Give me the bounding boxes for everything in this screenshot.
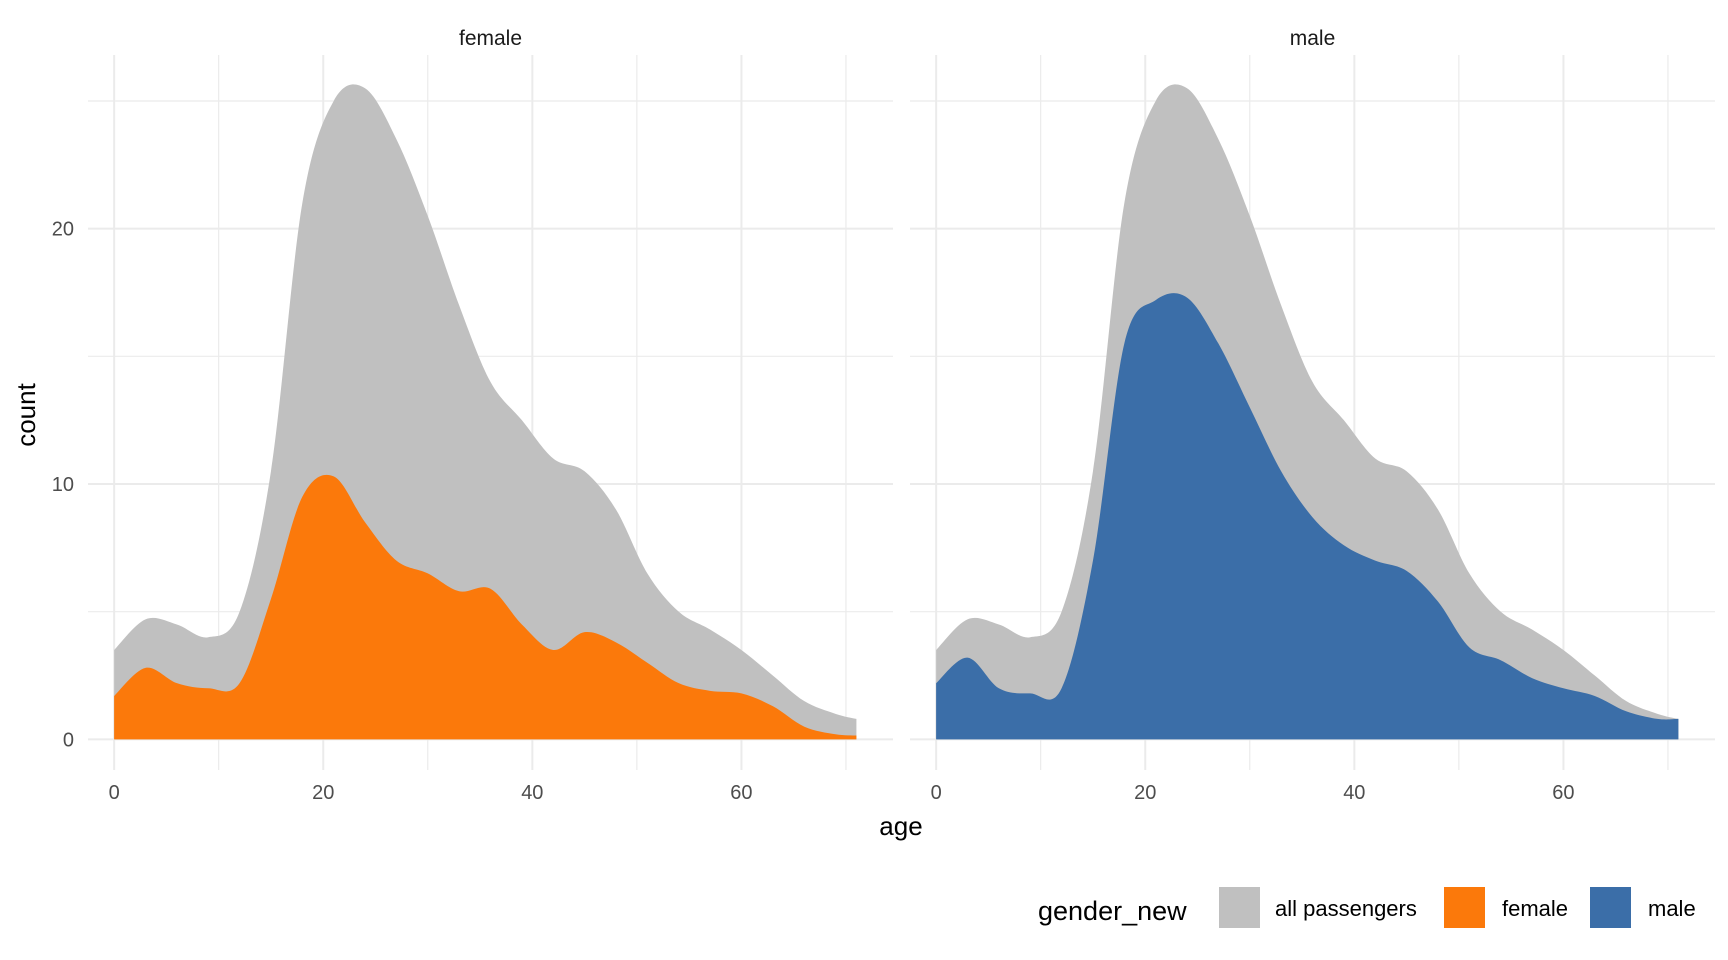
y-tick-label: 10	[52, 474, 74, 496]
x-tick-label: 40	[521, 782, 543, 804]
legend-key-female	[1444, 887, 1485, 928]
legend-label: female	[1502, 896, 1568, 921]
legend-label: all passengers	[1275, 896, 1417, 921]
x-axis-title: age	[879, 811, 922, 841]
panel-female: female 0 20 40 60 0 10 20	[52, 27, 893, 804]
x-tick-label: 40	[1343, 782, 1365, 804]
x-tick-label: 0	[931, 782, 942, 804]
x-tick-label: 0	[109, 782, 120, 804]
facet-strip-label: male	[1290, 27, 1336, 50]
area-male-male	[936, 293, 1679, 740]
area-female-female	[114, 474, 857, 740]
y-axis-title: count	[11, 382, 41, 446]
legend: gender_new all passengers female male	[1038, 887, 1696, 928]
x-tick-label: 60	[730, 782, 752, 804]
panels-layer: female 0 20 40 60 0 10 20 male 0 20 40 60	[52, 27, 1715, 804]
legend-label: male	[1648, 896, 1696, 921]
x-tick-label: 20	[312, 782, 334, 804]
x-tick-label: 60	[1552, 782, 1574, 804]
legend-title: gender_new	[1038, 896, 1187, 926]
panel-male: male 0 20 40 60	[910, 27, 1715, 804]
x-tick-label: 20	[1134, 782, 1156, 804]
legend-key-all-passengers	[1219, 887, 1260, 928]
facet-strip-label: female	[459, 27, 522, 50]
y-tick-label: 0	[63, 729, 74, 751]
y-tick-label: 20	[52, 219, 74, 241]
legend-key-male	[1590, 887, 1631, 928]
